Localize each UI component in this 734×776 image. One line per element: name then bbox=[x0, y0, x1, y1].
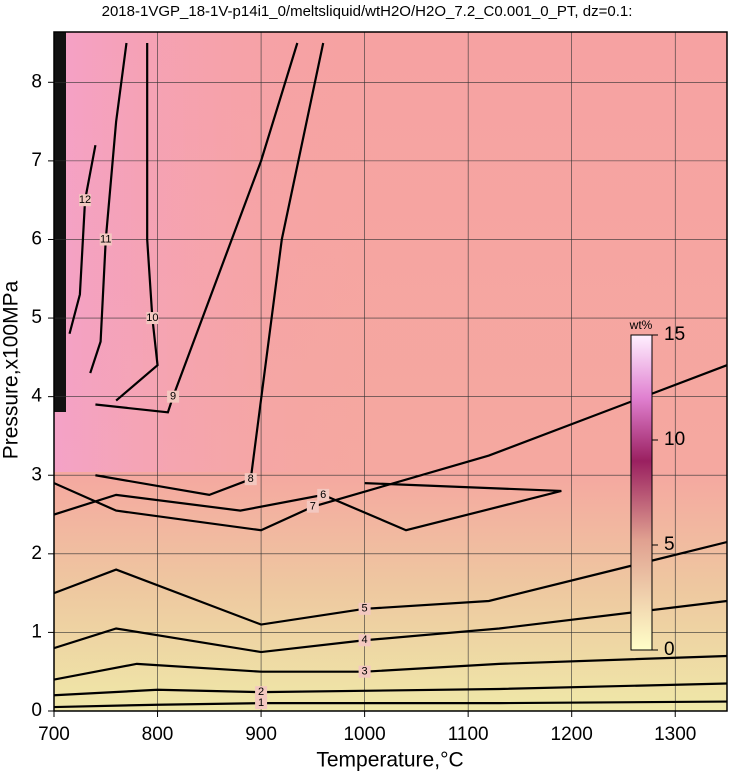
contour-label-bg bbox=[358, 634, 371, 647]
contour-label-bg bbox=[358, 665, 371, 678]
y-tick-label: 7 bbox=[31, 150, 42, 171]
colorbar-label: wt% bbox=[629, 318, 653, 332]
contour-label: 10 bbox=[146, 312, 158, 324]
contour-label-bg bbox=[99, 233, 112, 246]
x-tick-label: 700 bbox=[38, 724, 70, 745]
plot-frame bbox=[53, 31, 728, 712]
contour-label: 11 bbox=[100, 233, 111, 245]
contour-label: 6 bbox=[320, 489, 326, 501]
colorbar bbox=[630, 334, 653, 651]
x-axis-label: Temperature,°C bbox=[316, 749, 463, 772]
contour-line bbox=[54, 654, 727, 681]
contour-label-bg bbox=[146, 312, 159, 325]
contour-label-bg bbox=[317, 488, 330, 501]
contour-label-bg bbox=[244, 473, 257, 486]
contour-label: 7 bbox=[310, 501, 316, 513]
contour-label: 8 bbox=[248, 473, 254, 485]
chart-title: 2018-1VGP_18-1V-p14i1_0/meltsliquid/wtH2… bbox=[102, 3, 633, 20]
contour-line bbox=[54, 540, 727, 626]
contour-label: 4 bbox=[362, 634, 368, 646]
x-tick-label: 1200 bbox=[551, 724, 593, 745]
y-tick-label: 4 bbox=[31, 386, 42, 407]
contour-label: 3 bbox=[362, 666, 368, 678]
y-tick-label: 8 bbox=[31, 71, 42, 92]
contour-line bbox=[68, 144, 97, 335]
contour-label: 9 bbox=[170, 391, 176, 403]
dense-region bbox=[54, 32, 66, 412]
colorbar-tick-label: 0 bbox=[664, 639, 675, 660]
y-tick-label: 2 bbox=[31, 543, 42, 564]
y-tick-label: 6 bbox=[31, 228, 42, 249]
contour-line bbox=[54, 599, 727, 654]
contour-label: 12 bbox=[79, 194, 91, 206]
contour-label: 2 bbox=[258, 686, 264, 698]
contour-label-bg bbox=[255, 686, 268, 699]
contour-label-bg bbox=[306, 500, 319, 513]
contour-line bbox=[54, 364, 727, 532]
x-tick-label: 1100 bbox=[448, 724, 489, 745]
colorbar-tick-label: 15 bbox=[664, 324, 685, 345]
y-tick-label: 3 bbox=[31, 464, 42, 485]
colorbar-tick-label: 10 bbox=[664, 429, 685, 450]
contour-label-bg bbox=[167, 390, 180, 403]
y-tick-label: 1 bbox=[31, 621, 42, 642]
y-axis-label: Pressure,x100MPa bbox=[0, 280, 23, 459]
x-tick-label: 1300 bbox=[654, 724, 696, 745]
colorbar-tick-label: 5 bbox=[664, 534, 675, 555]
x-tick-label: 800 bbox=[142, 724, 174, 745]
x-tick-label: 900 bbox=[245, 724, 277, 745]
contour-label-bg bbox=[255, 697, 268, 710]
y-tick-label: 5 bbox=[31, 307, 42, 328]
contour-label-bg bbox=[358, 602, 371, 615]
x-tick-label: 1000 bbox=[343, 724, 385, 745]
contour-label: 1 bbox=[258, 697, 264, 709]
contour-label: 5 bbox=[362, 603, 368, 615]
y-tick-label: 0 bbox=[31, 700, 42, 721]
plot-shade bbox=[54, 32, 374, 472]
contour-label-bg bbox=[79, 194, 92, 207]
